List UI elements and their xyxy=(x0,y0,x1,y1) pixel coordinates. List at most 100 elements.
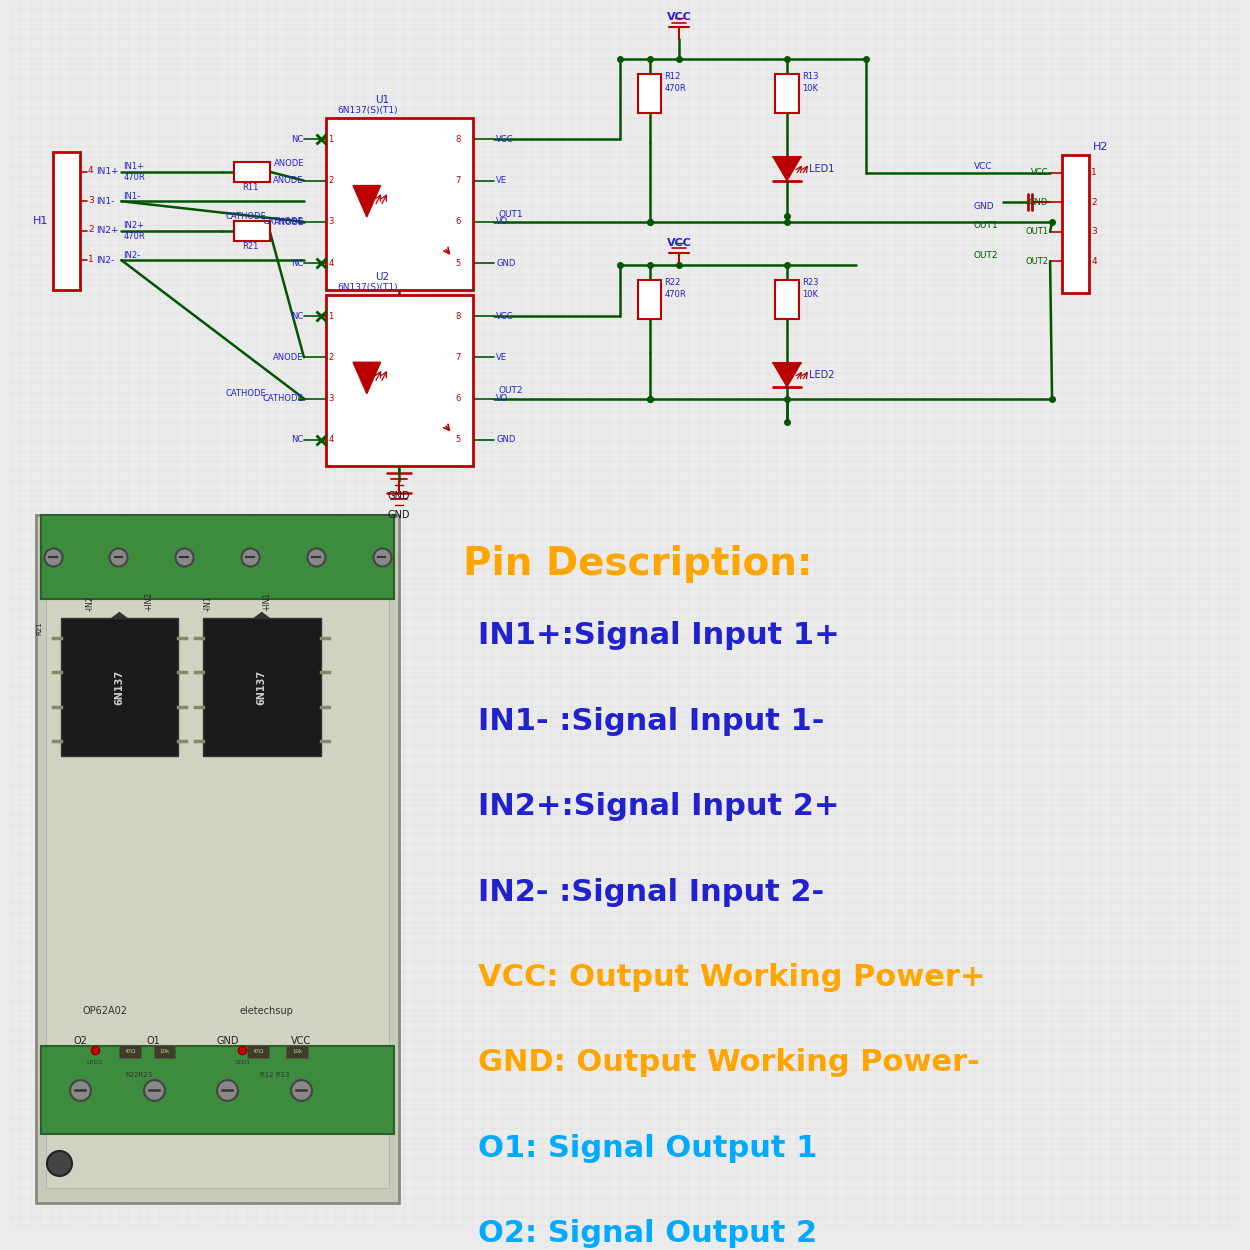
Bar xyxy=(286,1045,308,1059)
Text: IN2+: IN2+ xyxy=(96,226,119,235)
Bar xyxy=(638,74,661,112)
Text: GND: GND xyxy=(388,491,410,501)
Text: O2: O2 xyxy=(74,1036,88,1046)
Text: 8: 8 xyxy=(455,135,460,144)
Bar xyxy=(154,1045,175,1059)
Text: 6N137: 6N137 xyxy=(256,670,266,705)
Text: ANODE: ANODE xyxy=(274,219,304,228)
Bar xyxy=(46,520,390,1188)
Text: 7: 7 xyxy=(455,176,460,185)
Text: 3: 3 xyxy=(329,394,334,402)
Text: IN2-: IN2- xyxy=(124,251,140,260)
Text: OUT2: OUT2 xyxy=(974,251,998,260)
Bar xyxy=(60,619,179,756)
Text: VE: VE xyxy=(496,352,508,361)
Text: ANODE: ANODE xyxy=(272,176,302,185)
Text: 3: 3 xyxy=(329,217,334,226)
Text: 470R: 470R xyxy=(124,232,145,241)
Text: 47Ω: 47Ω xyxy=(253,1049,264,1054)
Bar xyxy=(775,74,799,112)
Text: CATHODE: CATHODE xyxy=(226,389,266,399)
Text: OP62A02: OP62A02 xyxy=(82,1006,127,1016)
Text: O2: Signal Output 2: O2: Signal Output 2 xyxy=(478,1219,816,1249)
Bar xyxy=(234,162,270,181)
Text: R23: R23 xyxy=(801,279,819,288)
Text: 6: 6 xyxy=(455,394,460,402)
Text: 4: 4 xyxy=(329,259,334,268)
Text: 10K: 10K xyxy=(801,290,818,299)
Text: 5: 5 xyxy=(455,259,460,268)
Bar xyxy=(36,515,399,1202)
Text: 3: 3 xyxy=(88,196,94,205)
Bar xyxy=(52,152,80,290)
Bar xyxy=(234,221,270,240)
Text: NC: NC xyxy=(291,311,302,320)
Text: 10k: 10k xyxy=(292,1049,302,1054)
Text: 10k: 10k xyxy=(160,1049,170,1054)
Text: OUT1: OUT1 xyxy=(974,221,999,230)
Bar xyxy=(325,295,472,466)
Polygon shape xyxy=(111,612,128,619)
Text: OUT1: OUT1 xyxy=(499,210,522,219)
Bar xyxy=(202,619,321,756)
Text: 1: 1 xyxy=(329,135,334,144)
Bar xyxy=(41,1045,394,1134)
Text: 8: 8 xyxy=(455,311,460,320)
Text: 4: 4 xyxy=(88,166,94,175)
Text: R21: R21 xyxy=(242,242,259,251)
Text: -IN1: -IN1 xyxy=(204,595,212,611)
Text: NC: NC xyxy=(291,135,302,144)
Text: GND: GND xyxy=(974,201,994,211)
Text: IN1+: IN1+ xyxy=(124,162,144,171)
Text: H2: H2 xyxy=(1094,142,1109,152)
Text: U2: U2 xyxy=(375,271,389,281)
Polygon shape xyxy=(774,158,801,181)
Text: GND: GND xyxy=(388,510,410,520)
Text: 2: 2 xyxy=(329,176,334,185)
Text: R12: R12 xyxy=(664,72,681,81)
Text: ANODE: ANODE xyxy=(274,160,304,169)
Text: eletechsup: eletechsup xyxy=(240,1006,294,1016)
Bar xyxy=(638,280,661,319)
Text: 6N137: 6N137 xyxy=(115,670,125,705)
Text: 470R: 470R xyxy=(664,84,686,92)
Text: GND: GND xyxy=(216,1036,239,1046)
Text: VCC: VCC xyxy=(496,135,514,144)
Text: LED2: LED2 xyxy=(86,1060,103,1065)
Text: VE: VE xyxy=(496,176,508,185)
Text: IN2+: IN2+ xyxy=(124,221,144,230)
Text: GND: Output Working Power-: GND: Output Working Power- xyxy=(478,1049,980,1078)
Text: LED1: LED1 xyxy=(234,1060,250,1065)
Text: VCC: VCC xyxy=(1030,169,1048,177)
Text: -IN2: -IN2 xyxy=(85,595,95,611)
Text: VO: VO xyxy=(496,217,509,226)
Polygon shape xyxy=(774,364,801,386)
Text: IN1+:Signal Input 1+: IN1+:Signal Input 1+ xyxy=(478,621,840,650)
Text: 47Ω: 47Ω xyxy=(125,1049,136,1054)
Text: 10K: 10K xyxy=(801,84,818,92)
Text: 1: 1 xyxy=(88,255,94,264)
Text: 2: 2 xyxy=(1091,198,1098,206)
Text: LED2: LED2 xyxy=(809,370,834,380)
Text: OUT2: OUT2 xyxy=(1025,256,1048,266)
Text: +IN2: +IN2 xyxy=(144,591,154,611)
Bar xyxy=(325,118,472,290)
Text: VO: VO xyxy=(496,394,509,402)
Text: 1: 1 xyxy=(329,311,334,320)
Text: IN1-: IN1- xyxy=(96,196,114,206)
Text: 4: 4 xyxy=(329,435,334,444)
Text: R22R23: R22R23 xyxy=(125,1072,152,1078)
Text: U1: U1 xyxy=(375,95,389,105)
Bar xyxy=(775,280,799,319)
Text: ANODE: ANODE xyxy=(272,352,302,361)
Text: GND: GND xyxy=(1029,198,1048,206)
Text: O1: O1 xyxy=(148,1036,161,1046)
Text: 2: 2 xyxy=(329,352,334,361)
Text: 3: 3 xyxy=(1091,228,1098,236)
Text: VCC: VCC xyxy=(666,11,691,21)
Text: IN2-: IN2- xyxy=(96,256,114,265)
Text: 4: 4 xyxy=(1091,256,1098,266)
Text: O1: Signal Output 1: O1: Signal Output 1 xyxy=(478,1134,818,1162)
Text: GND: GND xyxy=(496,259,516,268)
Text: NC: NC xyxy=(291,435,302,444)
